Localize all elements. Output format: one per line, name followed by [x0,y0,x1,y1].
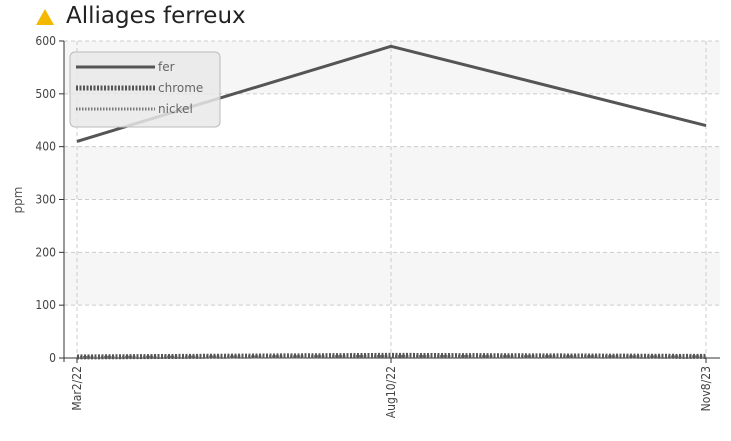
y-tick-label: 600 [35,34,56,48]
x-tick-label: Mar2/22 [70,366,84,411]
y-tick-label: 500 [35,87,56,101]
legend: fer chrome nickel [69,51,221,128]
background-band [64,146,720,200]
chart-title: Alliages ferreux [66,3,246,29]
legend-label-nickel: nickel [158,102,193,116]
y-tick-labels: 0 100 200 300 400 500 600 [35,34,56,365]
y-tick-label: 300 [35,193,56,207]
y-tick-label: 100 [35,298,56,312]
x-tick-labels: Mar2/22 Aug10/22 Nov8/23 [70,366,713,418]
background-band [64,252,720,306]
x-tick-label: Aug10/22 [384,366,398,418]
warning-triangle-icon [36,9,54,25]
y-tick-label: 0 [49,351,56,365]
chart-header: Alliages ferreux [36,2,246,30]
legend-label-chrome: chrome [158,81,203,95]
y-tick-label: 200 [35,245,56,259]
y-axis-label: ppm [11,187,25,214]
x-tick-label: Nov8/23 [699,366,713,411]
legend-label-fer: fer [158,60,175,74]
y-tick-label: 400 [35,140,56,154]
